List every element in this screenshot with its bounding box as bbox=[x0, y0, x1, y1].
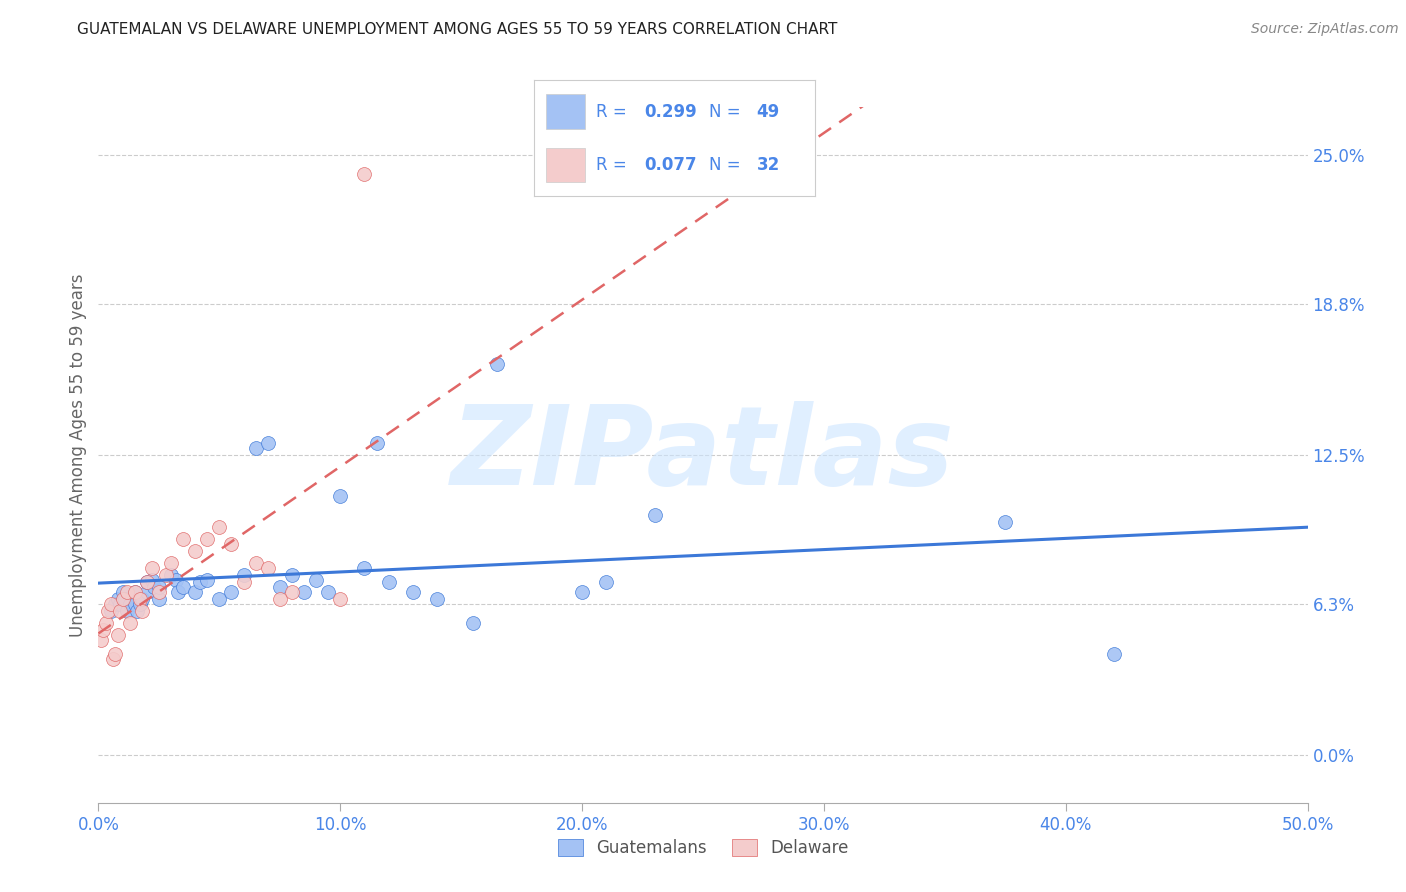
Point bbox=[117, 604, 139, 618]
Point bbox=[463, 615, 485, 630]
Point bbox=[292, 584, 315, 599]
Point bbox=[131, 604, 153, 618]
Point bbox=[155, 567, 177, 582]
Point bbox=[124, 584, 146, 599]
Point bbox=[124, 597, 146, 611]
Point bbox=[245, 441, 267, 455]
Point bbox=[135, 584, 157, 599]
Text: 49: 49 bbox=[756, 103, 780, 120]
Point bbox=[353, 167, 375, 181]
Bar bbox=[546, 147, 585, 182]
Point bbox=[994, 515, 1017, 529]
Point bbox=[128, 591, 150, 606]
Text: ZIPatlas: ZIPatlas bbox=[451, 401, 955, 508]
Point bbox=[160, 567, 183, 582]
Point bbox=[107, 628, 129, 642]
Point bbox=[135, 575, 157, 590]
Point bbox=[104, 597, 127, 611]
Point bbox=[305, 573, 328, 587]
Point bbox=[128, 597, 150, 611]
Point bbox=[172, 532, 194, 546]
Text: 0.077: 0.077 bbox=[644, 156, 696, 174]
Point bbox=[486, 357, 509, 371]
Point bbox=[188, 575, 211, 590]
Point bbox=[101, 652, 124, 666]
Y-axis label: Unemployment Among Ages 55 to 59 years: Unemployment Among Ages 55 to 59 years bbox=[69, 273, 87, 637]
Point bbox=[1102, 647, 1125, 661]
Point bbox=[108, 604, 131, 618]
Point bbox=[141, 573, 163, 587]
Point bbox=[148, 580, 170, 594]
Point bbox=[195, 532, 218, 546]
Point bbox=[100, 597, 122, 611]
Point bbox=[148, 591, 170, 606]
Point bbox=[644, 508, 666, 522]
Point bbox=[245, 556, 267, 570]
Text: Source: ZipAtlas.com: Source: ZipAtlas.com bbox=[1251, 22, 1399, 37]
Point bbox=[118, 597, 141, 611]
Point bbox=[184, 544, 207, 558]
Point bbox=[135, 575, 157, 590]
Point bbox=[114, 591, 136, 606]
Point bbox=[111, 591, 134, 606]
Point bbox=[167, 584, 190, 599]
Point bbox=[329, 489, 352, 503]
Point bbox=[148, 584, 170, 599]
Text: 32: 32 bbox=[756, 156, 780, 174]
Point bbox=[232, 567, 254, 582]
Point bbox=[100, 604, 122, 618]
Point bbox=[165, 573, 187, 587]
Point bbox=[353, 560, 375, 574]
Point bbox=[366, 436, 388, 450]
Point bbox=[94, 615, 117, 630]
Point bbox=[232, 575, 254, 590]
Point bbox=[160, 556, 183, 570]
Point bbox=[131, 591, 153, 606]
Point bbox=[111, 584, 134, 599]
Point bbox=[316, 584, 339, 599]
Legend: Guatemalans, Delaware: Guatemalans, Delaware bbox=[551, 832, 855, 864]
Point bbox=[595, 575, 617, 590]
Point bbox=[90, 632, 112, 647]
Point bbox=[172, 580, 194, 594]
Point bbox=[221, 537, 243, 551]
Point bbox=[117, 584, 139, 599]
Point bbox=[256, 436, 278, 450]
Point bbox=[281, 584, 304, 599]
Point bbox=[269, 580, 291, 594]
Point bbox=[377, 575, 399, 590]
Point bbox=[208, 591, 231, 606]
Point bbox=[329, 591, 352, 606]
Point bbox=[143, 580, 166, 594]
Text: N =: N = bbox=[709, 103, 745, 120]
Point bbox=[571, 584, 593, 599]
Point bbox=[118, 615, 141, 630]
Point bbox=[107, 591, 129, 606]
Point bbox=[221, 584, 243, 599]
Point bbox=[127, 604, 149, 618]
Point bbox=[91, 623, 114, 637]
Point bbox=[402, 584, 425, 599]
Point bbox=[281, 567, 304, 582]
Point bbox=[108, 597, 131, 611]
Point bbox=[426, 591, 449, 606]
Text: N =: N = bbox=[709, 156, 745, 174]
Point bbox=[269, 591, 291, 606]
Text: 0.299: 0.299 bbox=[644, 103, 697, 120]
Text: R =: R = bbox=[596, 103, 633, 120]
Bar bbox=[546, 95, 585, 129]
Point bbox=[195, 573, 218, 587]
Text: R =: R = bbox=[596, 156, 633, 174]
Point bbox=[97, 604, 120, 618]
Point bbox=[124, 584, 146, 599]
Point bbox=[104, 647, 127, 661]
Text: GUATEMALAN VS DELAWARE UNEMPLOYMENT AMONG AGES 55 TO 59 YEARS CORRELATION CHART: GUATEMALAN VS DELAWARE UNEMPLOYMENT AMON… bbox=[77, 22, 838, 37]
Point bbox=[184, 584, 207, 599]
Point bbox=[208, 520, 231, 534]
Point bbox=[256, 560, 278, 574]
Point bbox=[141, 560, 163, 574]
